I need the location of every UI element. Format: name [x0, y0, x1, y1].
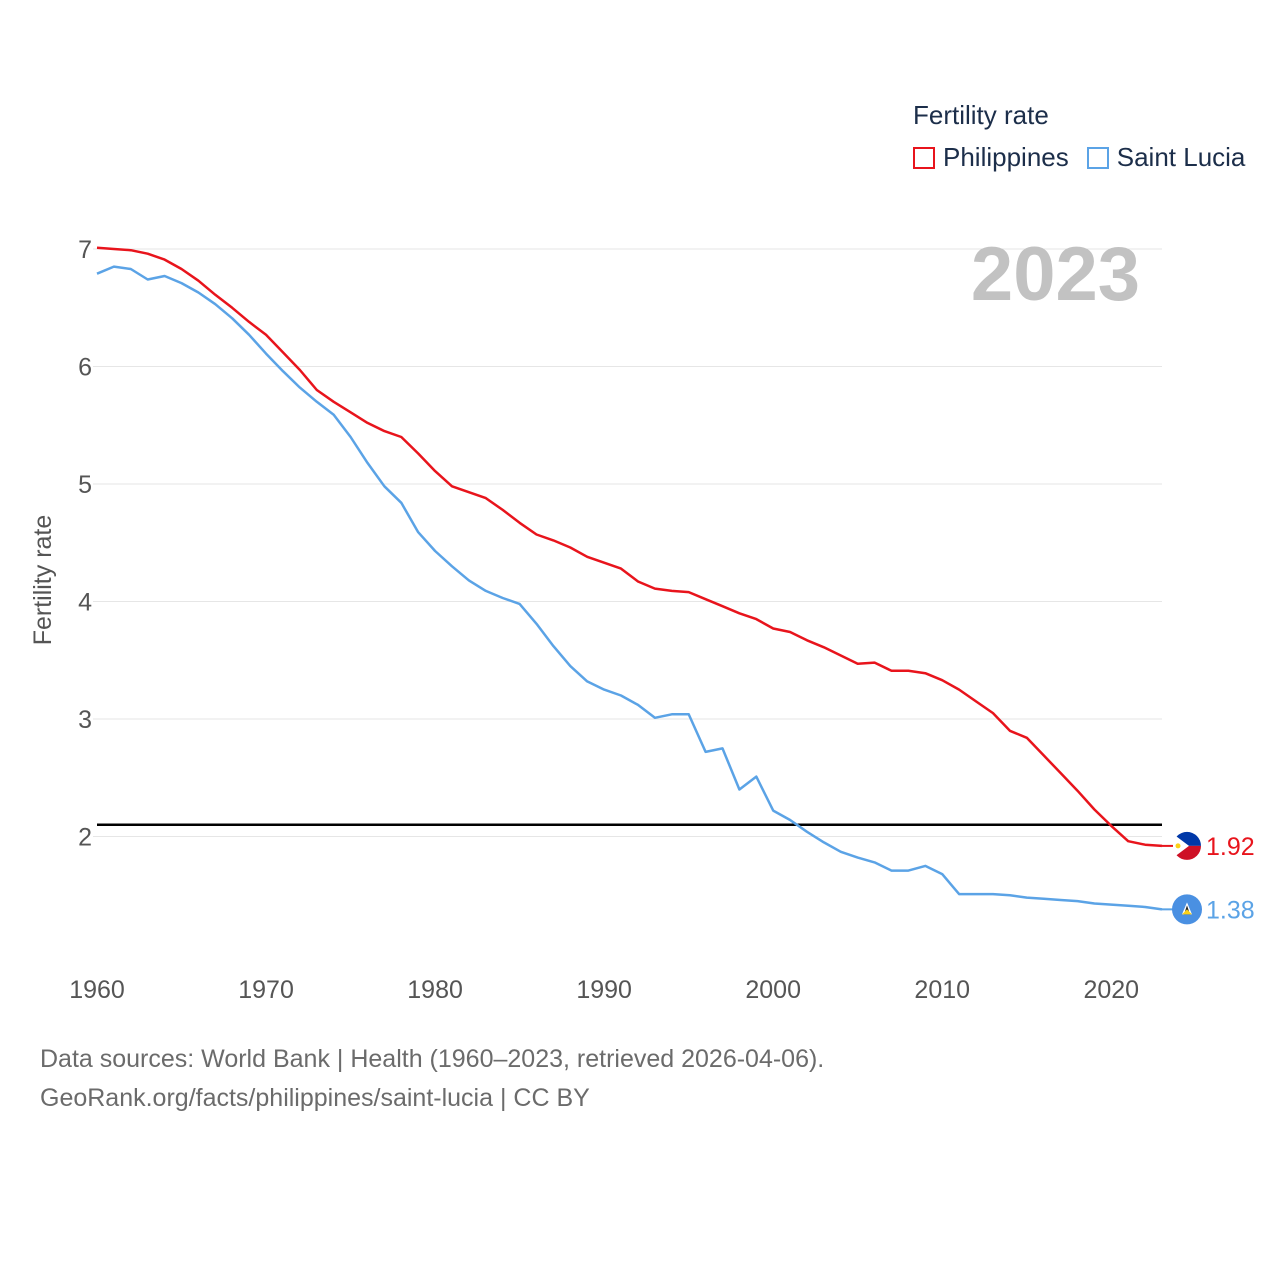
year-label: 2023 — [971, 232, 1140, 317]
x-tick-label-1970: 1970 — [238, 976, 294, 1004]
end-value-label-saint-lucia: 1.38 — [1206, 896, 1255, 924]
x-tick-label-2000: 2000 — [745, 976, 801, 1004]
x-tick-label-1990: 1990 — [576, 976, 632, 1004]
y-tick-label-4: 4 — [78, 589, 92, 617]
flag-white-triangle — [1173, 833, 1189, 858]
flag-icon-philippines — [1173, 831, 1201, 860]
x-tick-label-1960: 1960 — [69, 976, 125, 1004]
legend-swatch-saint-lucia — [1086, 146, 1109, 169]
legend: Philippines Saint Lucia — [913, 142, 1263, 173]
y-tick-label-7: 7 — [78, 236, 92, 264]
legend-label-saint-lucia: Saint Lucia — [1116, 142, 1246, 172]
flag-sun — [1175, 843, 1181, 849]
flag-icon-saint-lucia — [1172, 894, 1202, 925]
y-tick-label-5: 5 — [78, 471, 92, 499]
x-tick-label-2020: 2020 — [1083, 976, 1139, 1004]
series-line-philippines — [96, 246, 1163, 848]
x-tick-label-1980: 1980 — [407, 976, 463, 1004]
y-tick-label-2: 2 — [78, 824, 92, 852]
legend-label-philippines: Philippines — [943, 142, 1069, 172]
series-line-saint-lucia — [96, 265, 1163, 911]
y-tick-label-6: 6 — [78, 354, 92, 382]
y-tick-label-3: 3 — [78, 706, 92, 734]
legend-swatch-philippines — [913, 146, 935, 169]
legend-item-saint-lucia[interactable]: Saint Lucia — [1086, 142, 1246, 173]
y-axis-title: Fertility rate — [29, 515, 57, 646]
end-value-label-philippines: 1.92 — [1206, 833, 1255, 861]
footer-credit: GeoRank.org/facts/philippines/saint-luci… — [40, 1084, 590, 1112]
legend-item-philippines[interactable]: Philippines — [913, 142, 1069, 173]
x-tick-label-2010: 2010 — [914, 976, 970, 1004]
legend-title: Fertility rate — [913, 100, 1049, 130]
footer-source: Data sources: World Bank | Health (1960–… — [40, 1045, 825, 1073]
flag-gold-triangle — [1182, 909, 1192, 915]
